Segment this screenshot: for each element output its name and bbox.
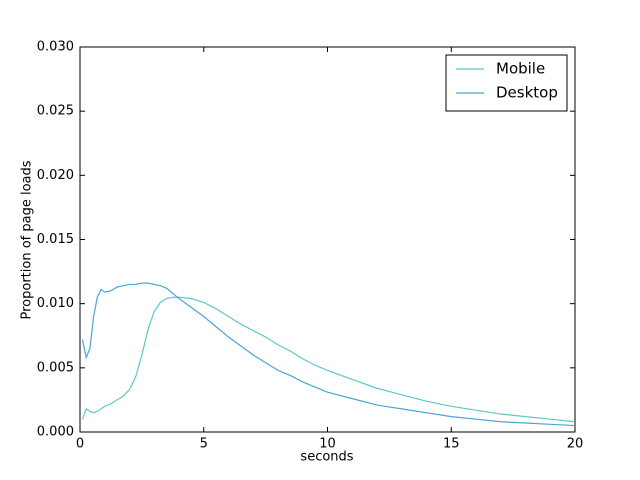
y-tick-label: 0.015 bbox=[37, 232, 74, 247]
line bbox=[81, 282, 576, 427]
y-tick-label: 0.030 bbox=[37, 40, 74, 55]
y-tick-label: 0.000 bbox=[37, 425, 74, 440]
line bbox=[81, 296, 576, 423]
x-tick-label: 15 bbox=[443, 437, 460, 452]
x-tick-label: 0 bbox=[76, 437, 84, 452]
legend-box bbox=[445, 54, 568, 112]
y-tick-label: 0.025 bbox=[37, 104, 74, 119]
y-tick-label: 0.005 bbox=[37, 360, 74, 375]
x-tick-label: 5 bbox=[200, 437, 208, 452]
legend-label: Desktop bbox=[496, 84, 558, 102]
x-axis-label: seconds bbox=[300, 450, 353, 465]
x-tick-label: 10 bbox=[319, 437, 336, 452]
x-tick-label: 20 bbox=[567, 437, 584, 452]
y-axis-label: Proportion of page loads bbox=[20, 160, 35, 319]
legend-label: Mobile bbox=[496, 60, 545, 78]
y-tick-label: 0.020 bbox=[37, 168, 74, 183]
y-tick-label: 0.010 bbox=[37, 296, 74, 311]
